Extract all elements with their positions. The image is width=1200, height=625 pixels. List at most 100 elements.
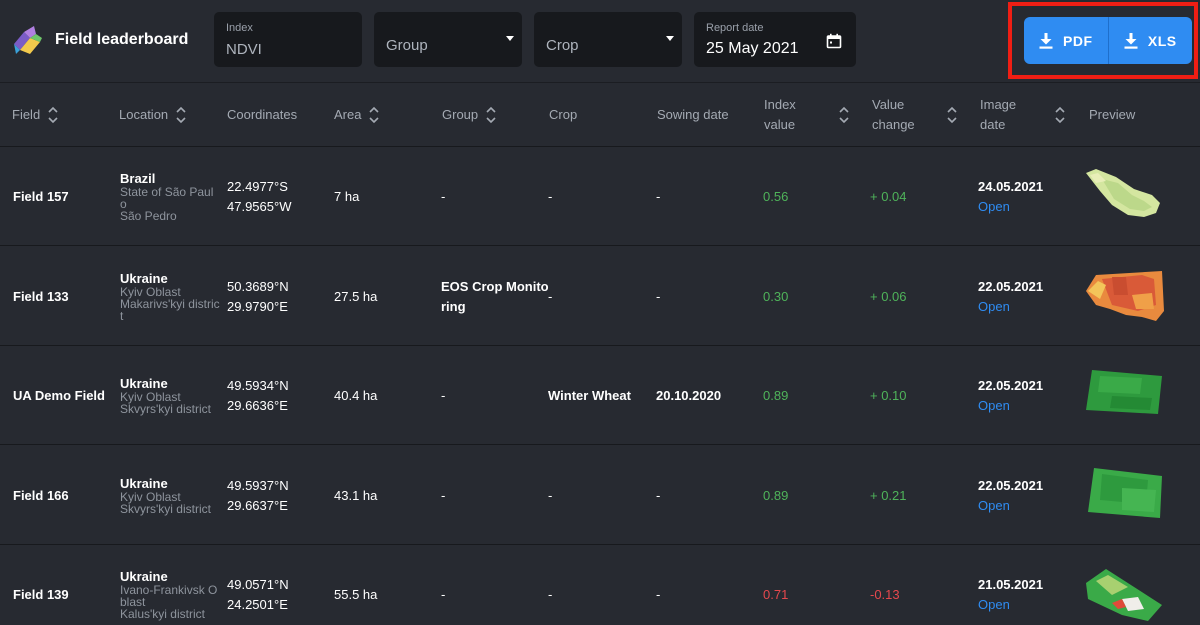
location-region: Kyiv Oblast	[120, 390, 181, 404]
value-change-cell: + 0.06	[870, 288, 907, 304]
column-header-group[interactable]: Group	[442, 83, 497, 147]
location-cell: Ukraine Kyiv Oblast Makarivs'kyi distric…	[120, 247, 220, 346]
longitude: 29.9790°E	[227, 298, 288, 314]
column-label: Field	[12, 107, 41, 122]
report-date-value: 25 May 2021	[706, 40, 799, 57]
longitude: 29.6637°E	[227, 497, 288, 513]
field-name[interactable]: Field 139	[13, 586, 69, 602]
crop-cell: -	[548, 487, 553, 503]
image-date: 24.05.2021	[978, 178, 1044, 194]
eos-logo-icon	[14, 26, 42, 54]
group-select[interactable]: Group	[374, 12, 522, 67]
page-title: Field leaderboard	[55, 31, 189, 48]
column-label: value	[764, 117, 796, 132]
open-image-link[interactable]: Open	[978, 198, 1010, 214]
column-header-coordinates: Coordinates	[227, 83, 297, 147]
area-cell: 43.1 ha	[334, 487, 378, 503]
column-header-area[interactable]: Area	[334, 83, 380, 147]
image-date-cell: 22.05.2021 Open	[978, 346, 1043, 445]
sort-icon	[486, 106, 496, 124]
report-date-label: Report date	[706, 22, 764, 34]
column-label: Location	[119, 107, 169, 122]
location-district: Makarivs'kyi district	[120, 297, 220, 323]
location-country: Ukraine	[120, 376, 168, 391]
table-row[interactable]: Field 157 Brazil State of São Paulo São …	[0, 147, 1200, 246]
column-header-sowing-date: Sowing date	[657, 83, 729, 147]
crop-cell: Winter Wheat	[548, 387, 631, 403]
header-bar: Field leaderboard Index NDVI Group Crop …	[0, 0, 1200, 83]
sowing-date-cell: 20.10.2020	[656, 387, 722, 403]
field-preview-image[interactable]	[1082, 563, 1164, 625]
location-region: Ivano-Frankivsk Oblast	[120, 583, 218, 609]
location-district: Skvyrs'kyi district	[120, 502, 211, 516]
index-select[interactable]: Index NDVI	[214, 12, 362, 67]
image-date: 22.05.2021	[978, 377, 1044, 393]
field-preview-image[interactable]	[1082, 464, 1164, 526]
field-preview-image[interactable]	[1082, 364, 1164, 426]
field-name[interactable]: UA Demo Field	[13, 387, 105, 403]
pdf-download-button[interactable]: PDF	[1024, 17, 1108, 64]
location-region: Kyiv Oblast	[120, 285, 181, 299]
location-region: Kyiv Oblast	[120, 490, 181, 504]
download-icon	[1124, 32, 1138, 49]
index-value-cell: 0.56	[763, 188, 789, 204]
column-label: date	[980, 117, 1006, 132]
column-label: Index	[764, 97, 796, 112]
table-header: Field Location Coordinates Area Group Cr…	[0, 83, 1200, 147]
column-label: Preview	[1089, 107, 1136, 122]
column-label: Crop	[549, 107, 578, 122]
open-image-link[interactable]: Open	[978, 298, 1010, 314]
calendar-icon[interactable]	[826, 33, 842, 49]
image-date: 22.05.2021	[978, 278, 1044, 294]
open-image-link[interactable]: Open	[978, 497, 1010, 513]
longitude: 47.9565°W	[227, 198, 292, 214]
table-row[interactable]: Field 139 Ukraine Ivano-Frankivsk Oblast…	[0, 545, 1200, 625]
report-date-picker[interactable]: Report date 25 May 2021	[694, 12, 856, 67]
field-preview-image[interactable]	[1082, 165, 1164, 227]
value-change-cell: + 0.10	[870, 387, 907, 403]
field-name[interactable]: Field 133	[13, 288, 69, 304]
index-value-cell: 0.30	[763, 288, 789, 304]
xls-label: XLS	[1147, 32, 1177, 49]
column-header-image-date[interactable]: Image date	[980, 83, 1070, 147]
column-label: change	[872, 117, 915, 132]
image-date-cell: 21.05.2021 Open	[978, 545, 1043, 625]
crop-select[interactable]: Crop	[534, 12, 682, 67]
chevron-down-icon	[506, 36, 514, 41]
column-label: Group	[442, 107, 479, 122]
export-button-group: PDF XLS	[1024, 17, 1192, 64]
sort-icon	[176, 106, 186, 124]
column-label: Image	[980, 97, 1017, 112]
field-name[interactable]: Field 166	[13, 487, 69, 503]
index-value-cell: 0.71	[763, 586, 789, 602]
column-header-location[interactable]: Location	[119, 83, 187, 147]
image-date-cell: 22.05.2021 Open	[978, 446, 1043, 545]
open-image-link[interactable]: Open	[978, 397, 1010, 413]
column-header-crop: Crop	[549, 83, 577, 147]
column-label: Area	[334, 107, 362, 122]
latitude: 49.0571°N	[227, 576, 289, 592]
location-country: Brazil	[120, 171, 156, 186]
table-row[interactable]: Field 166 Ukraine Kyiv Oblast Skvyrs'kyi…	[0, 446, 1200, 545]
crop-placeholder: Crop	[546, 37, 579, 54]
image-date-cell: 22.05.2021 Open	[978, 247, 1043, 346]
sowing-date-cell: -	[656, 586, 661, 602]
table-row[interactable]: UA Demo Field Ukraine Kyiv Oblast Skvyrs…	[0, 346, 1200, 445]
latitude: 50.3689°N	[227, 278, 289, 294]
location-country: Ukraine	[120, 271, 168, 286]
column-header-field[interactable]: Field	[12, 83, 59, 147]
field-name[interactable]: Field 157	[13, 188, 69, 204]
location-region: State of São Paulo	[120, 185, 214, 211]
column-header-index-value[interactable]: Index value	[764, 83, 854, 147]
group-cell: -	[441, 387, 446, 403]
group-cell: EOS Crop Monitoring	[441, 247, 549, 346]
table-row[interactable]: Field 133 Ukraine Kyiv Oblast Makarivs'k…	[0, 247, 1200, 346]
column-header-value-change[interactable]: Value change	[872, 83, 962, 147]
crop-cell: -	[548, 586, 553, 602]
latitude: 22.4977°S	[227, 178, 288, 194]
xls-download-button[interactable]: XLS	[1107, 17, 1193, 64]
pdf-label: PDF	[1063, 32, 1093, 49]
field-preview-image[interactable]	[1082, 265, 1164, 327]
value-change-cell: + 0.21	[870, 487, 907, 503]
open-image-link[interactable]: Open	[978, 596, 1010, 612]
